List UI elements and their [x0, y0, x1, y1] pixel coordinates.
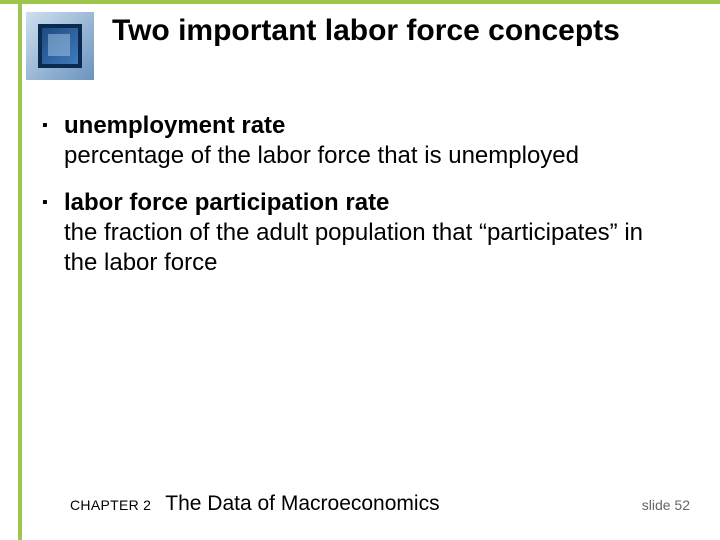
bullet-definition: percentage of the labor force that is un… — [64, 141, 682, 171]
footer: CHAPTER 2 The Data of Macroeconomics sli… — [70, 492, 690, 516]
bullet-term: unemployment rate — [64, 112, 682, 141]
chapter-title: The Data of Macroeconomics — [165, 492, 439, 516]
slide-number: slide 52 — [642, 497, 690, 513]
bullet-definition: the fraction of the adult population tha… — [64, 218, 682, 278]
content-area: ▪ unemployment rate percentage of the la… — [42, 112, 682, 296]
bullet-body: labor force participation rate the fract… — [64, 189, 682, 278]
bullet-body: unemployment rate percentage of the labo… — [64, 112, 682, 171]
slide-container: Two important labor force concepts ▪ une… — [0, 0, 720, 540]
bullet-item: ▪ unemployment rate percentage of the la… — [42, 112, 682, 171]
bullet-glyph-icon: ▪ — [42, 189, 54, 217]
logo-icon — [24, 10, 96, 82]
top-accent-bar — [0, 0, 720, 4]
chapter-label: CHAPTER 2 — [70, 497, 151, 513]
slide-title: Two important labor force concepts — [112, 14, 672, 48]
bullet-item: ▪ labor force participation rate the fra… — [42, 189, 682, 278]
bullet-term: labor force participation rate — [64, 189, 682, 218]
footer-left: CHAPTER 2 The Data of Macroeconomics — [70, 492, 440, 516]
bullet-glyph-icon: ▪ — [42, 112, 54, 140]
left-accent-bar — [18, 0, 22, 540]
